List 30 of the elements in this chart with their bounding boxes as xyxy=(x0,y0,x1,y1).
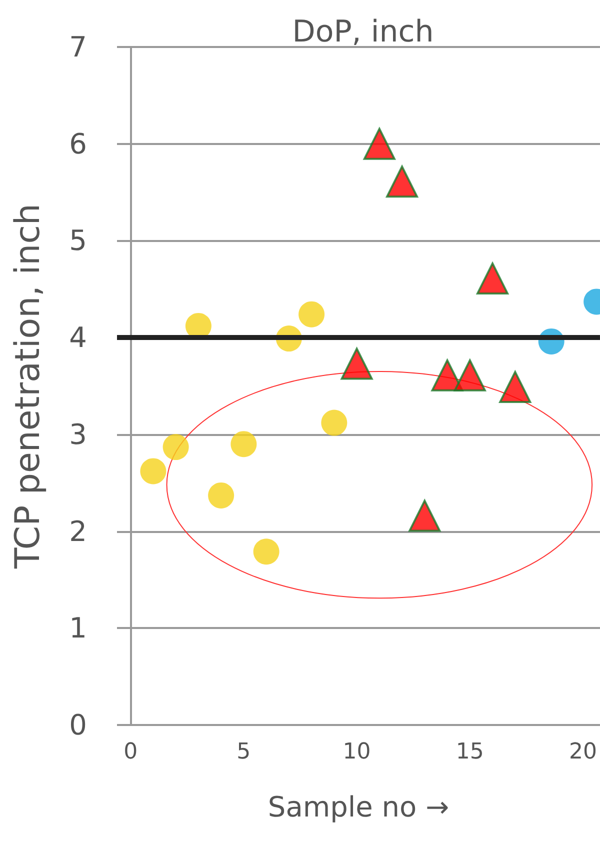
point xyxy=(298,301,325,328)
y-tick-label: 6 xyxy=(69,127,87,160)
y-tick-label: 7 xyxy=(69,30,87,64)
x-tick-label: 5 xyxy=(236,740,251,764)
point xyxy=(499,370,532,403)
x-tick-label: 15 xyxy=(456,740,484,764)
point xyxy=(408,500,441,532)
point xyxy=(208,482,234,508)
x-axis-title: Sample no → xyxy=(268,790,450,824)
point xyxy=(340,348,373,380)
y-tick-label: 2 xyxy=(69,514,87,548)
point xyxy=(230,431,257,458)
point xyxy=(162,434,189,460)
x-tick-label: 0 xyxy=(124,740,138,764)
x-tick-label: 10 xyxy=(342,740,371,764)
point xyxy=(476,262,509,294)
y-tick-label: 5 xyxy=(69,224,87,258)
point xyxy=(454,359,486,392)
y-tick-label: 0 xyxy=(69,708,87,742)
point xyxy=(321,410,348,436)
point xyxy=(363,128,396,160)
point xyxy=(140,458,166,484)
chart-title: DoP, inch xyxy=(292,14,434,50)
point xyxy=(386,166,418,198)
y-tick-label: 3 xyxy=(69,418,87,451)
y-tick-label: 1 xyxy=(69,612,87,645)
y-axis-title: TCP penetration, inch xyxy=(8,204,48,570)
y-tick-label: 4 xyxy=(69,321,87,354)
point xyxy=(253,538,280,565)
x-tick-label: 20 xyxy=(569,740,598,764)
